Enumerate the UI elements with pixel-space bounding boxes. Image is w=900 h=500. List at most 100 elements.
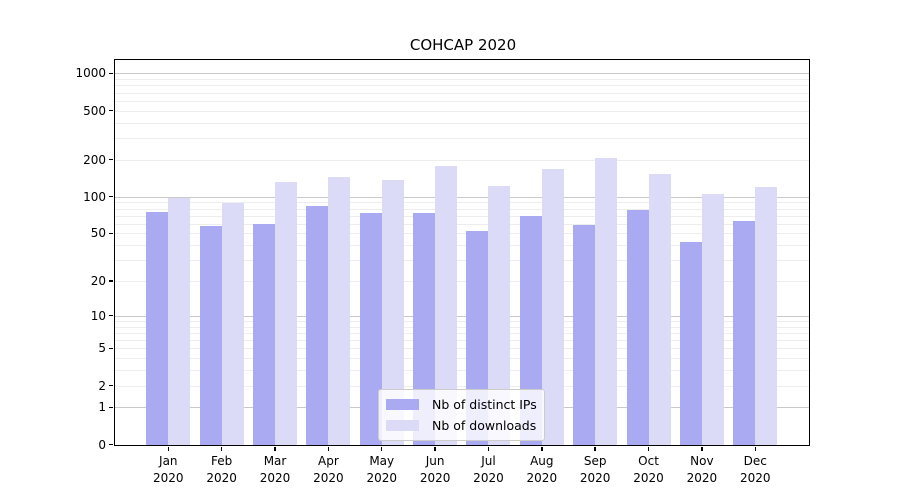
bar-distinct-ips-apr <box>306 205 329 445</box>
legend-swatch-downloads_bar <box>386 420 419 431</box>
bar-downloads-jul <box>488 185 511 445</box>
y-tick-label: 100 <box>83 189 106 204</box>
x-tick-year: 2020 <box>579 471 611 485</box>
bar-downloads-jun <box>435 166 458 445</box>
x-tick-year: 2020 <box>686 471 718 485</box>
y-tick-mark <box>109 406 114 408</box>
x-tick-label-sep: Sep 2020 <box>580 453 611 487</box>
y-tick-mark <box>109 109 114 112</box>
y-tick-mark <box>109 232 114 235</box>
x-tick-month: Dec <box>743 454 767 468</box>
y-tick-label: 500 <box>83 103 106 118</box>
gridline-minor <box>115 79 809 81</box>
x-tick-label-may: May 2020 <box>366 453 397 487</box>
x-tick-mark <box>381 446 383 451</box>
y-tick-label: 1000 <box>75 66 106 81</box>
x-tick-year: 2020 <box>526 471 558 485</box>
bar-downloads-feb <box>221 203 244 445</box>
x-tick-year: 2020 <box>366 471 398 485</box>
y-tick-mark <box>109 159 114 161</box>
legend-row: Nb of distinct IPs <box>386 397 537 412</box>
x-tick-year: 2020 <box>633 471 664 485</box>
y-tick-mark <box>109 195 114 198</box>
bar-downloads-may <box>381 179 404 445</box>
bar-downloads-apr <box>328 177 351 445</box>
bar-downloads-dec <box>755 187 778 445</box>
bar-downloads-oct <box>648 174 671 445</box>
legend-label: Nb of downloads <box>432 418 537 433</box>
bar-downloads-aug <box>541 168 564 445</box>
bar-downloads-jan <box>168 197 191 445</box>
y-tick-label: 50 <box>90 226 106 241</box>
y-tick-label: 10 <box>90 308 106 323</box>
bar-distinct-ips-dec <box>733 221 756 445</box>
chart-title: COHCAP 2020 <box>409 36 517 54</box>
gridline-minor <box>115 100 809 102</box>
bar-distinct-ips-oct <box>626 209 649 445</box>
x-tick-label-jan: Jan 2020 <box>153 453 184 487</box>
x-tick-month: Jul <box>481 454 496 468</box>
x-tick-year: 2020 <box>259 471 291 485</box>
x-tick-year: 2020 <box>313 471 344 485</box>
x-tick-mark <box>434 446 436 451</box>
bar-distinct-ips-feb <box>199 226 222 445</box>
x-tick-mark <box>754 446 756 451</box>
x-tick-mark <box>701 446 703 451</box>
x-tick-month: May <box>369 454 395 468</box>
x-tick-label-apr: Apr 2020 <box>313 453 344 487</box>
gridline-minor <box>115 110 809 112</box>
y-tick-label: 5 <box>98 341 106 356</box>
x-tick-label-jul: Jul 2020 <box>473 453 504 487</box>
x-tick-year: 2020 <box>473 471 504 485</box>
x-tick-month: Apr <box>317 454 339 468</box>
x-tick-label-aug: Aug 2020 <box>527 453 558 487</box>
x-tick-year: 2020 <box>419 471 451 485</box>
y-tick-label: 200 <box>83 152 106 167</box>
y-tick-label: 1 <box>98 400 106 415</box>
gridline-minor <box>115 159 809 161</box>
x-tick-month: Jan <box>159 454 178 468</box>
bar-downloads-sep <box>595 158 618 445</box>
x-tick-month: Oct <box>638 454 659 468</box>
x-tick-label-mar: Mar 2020 <box>260 453 291 487</box>
plot-area: 0 1 2 5 10 20 50 100 200 500 1000 Jan 2020 Feb 2020 Ma… <box>75 59 810 485</box>
x-tick-mark <box>541 446 543 451</box>
bar-downloads-mar <box>275 181 298 445</box>
x-tick-month: Aug <box>530 454 554 468</box>
bar-distinct-ips-may <box>359 213 382 445</box>
x-tick-label-oct: Oct 2020 <box>633 453 664 487</box>
gridline-minor <box>115 85 809 87</box>
y-tick-mark <box>109 384 114 387</box>
x-tick-label-jun: Jun 2020 <box>420 453 451 487</box>
x-tick-month: Sep <box>583 454 607 468</box>
y-tick-mark <box>109 72 114 75</box>
bar-distinct-ips-aug <box>519 216 542 445</box>
x-tick-mark <box>594 446 596 451</box>
x-tick-mark <box>167 446 169 451</box>
x-tick-month: Feb <box>211 454 233 468</box>
y-tick-mark <box>109 443 114 446</box>
x-tick-month: Jun <box>425 454 445 468</box>
x-tick-year: 2020 <box>153 471 184 485</box>
x-tick-mark <box>327 446 330 451</box>
bar-distinct-ips-jun <box>413 213 436 445</box>
gridline-major <box>115 73 809 75</box>
bar-distinct-ips-mar <box>253 223 276 445</box>
x-tick-year: 2020 <box>206 471 237 485</box>
gridline-minor <box>115 138 809 140</box>
legend-row: Nb of downloads <box>386 418 536 433</box>
x-tick-year: 2020 <box>739 471 771 485</box>
x-tick-label-feb: Feb 2020 <box>206 453 237 487</box>
gridline-minor <box>115 92 809 94</box>
legend-swatch-ips_bar <box>386 399 419 410</box>
x-tick-month: Mar <box>263 454 287 468</box>
y-tick-mark <box>109 280 114 282</box>
x-tick-mark <box>274 446 276 451</box>
y-tick-mark <box>109 347 114 349</box>
x-tick-mark <box>487 446 490 451</box>
x-tick-label-nov: Nov 2020 <box>687 453 718 487</box>
legend-label: Nb of distinct IPs <box>432 397 537 412</box>
y-tick-label: 0 <box>98 437 106 452</box>
bar-distinct-ips-sep <box>573 224 596 445</box>
